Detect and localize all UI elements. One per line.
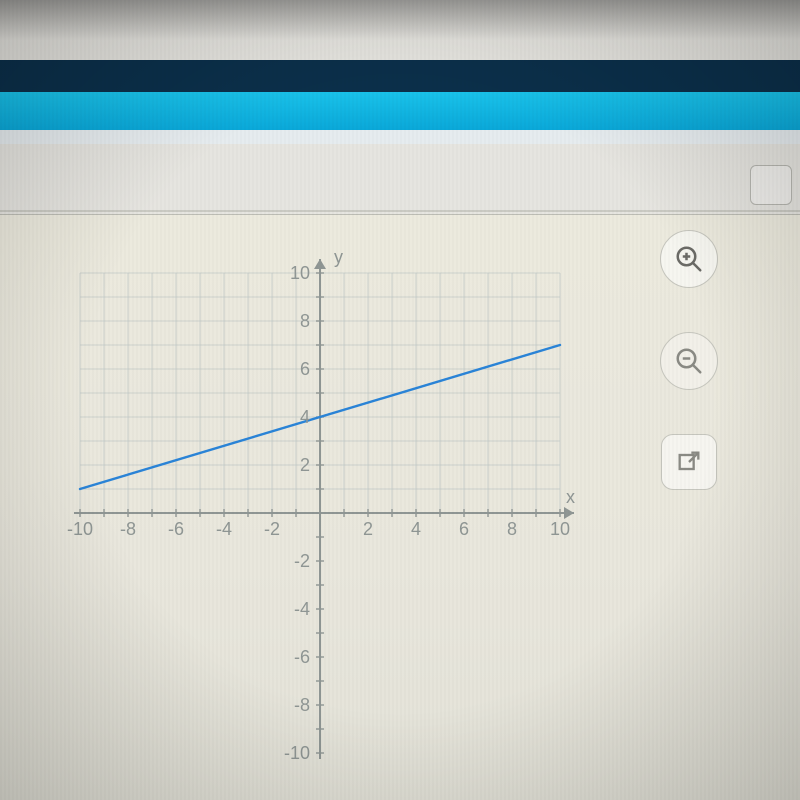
toolbar-separator bbox=[0, 210, 800, 212]
x-tick-label: -6 bbox=[168, 519, 184, 539]
y-tick-label: 8 bbox=[300, 311, 310, 331]
zoom-in-icon bbox=[674, 244, 704, 274]
graph-svg: -10 -8 -6 -4 -2 2 4 6 8 10 -10 -8 -6 -4 -2 2 4 6 8 10 y x bbox=[40, 233, 600, 793]
icon-column bbox=[660, 230, 718, 490]
axes bbox=[74, 259, 574, 759]
screenshot-root: -10 -8 -6 -4 -2 2 4 6 8 10 -10 -8 -6 -4 -2 2 4 6 8 10 y x bbox=[0, 0, 800, 800]
y-tick-label: -2 bbox=[294, 551, 310, 571]
zoom-out-icon bbox=[674, 346, 704, 376]
graph-stage: -10 -8 -6 -4 -2 2 4 6 8 10 -10 -8 -6 -4 -2 2 4 6 8 10 y x bbox=[40, 233, 600, 793]
title-bar-cyan bbox=[0, 92, 800, 130]
y-tick-label: 4 bbox=[300, 407, 310, 427]
y-tick-label: 6 bbox=[300, 359, 310, 379]
y-tick-label: -6 bbox=[294, 647, 310, 667]
title-bar-dark bbox=[0, 60, 800, 92]
zoom-in-button[interactable] bbox=[660, 230, 718, 288]
y-axis-label: y bbox=[334, 247, 343, 267]
title-bar-light bbox=[0, 130, 800, 144]
x-axis-label: x bbox=[566, 487, 575, 507]
top-shadow bbox=[0, 0, 800, 40]
toolbar-right-box bbox=[750, 165, 792, 205]
y-tick-label: -10 bbox=[284, 743, 310, 763]
y-tick-label: 2 bbox=[300, 455, 310, 475]
x-tick-label: 2 bbox=[363, 519, 373, 539]
y-tick-label: -4 bbox=[294, 599, 310, 619]
zoom-out-button[interactable] bbox=[660, 332, 718, 390]
y-tick-label: 10 bbox=[290, 263, 310, 283]
x-tick-label: 4 bbox=[411, 519, 421, 539]
open-external-button[interactable] bbox=[661, 434, 717, 490]
x-tick-label: 10 bbox=[550, 519, 570, 539]
x-tick-label: 8 bbox=[507, 519, 517, 539]
y-tick-label: -8 bbox=[294, 695, 310, 715]
x-tick-label: -8 bbox=[120, 519, 136, 539]
x-tick-label: 6 bbox=[459, 519, 469, 539]
open-external-icon bbox=[675, 448, 703, 476]
x-tick-label: -10 bbox=[67, 519, 93, 539]
x-tick-label: -4 bbox=[216, 519, 232, 539]
x-tick-label: -2 bbox=[264, 519, 280, 539]
